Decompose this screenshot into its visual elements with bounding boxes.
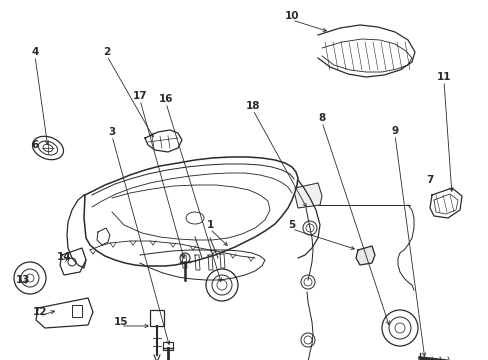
Text: 11: 11	[436, 72, 450, 82]
Text: 6: 6	[31, 140, 39, 150]
Text: 5: 5	[288, 220, 295, 230]
Text: 4: 4	[31, 47, 39, 57]
Text: 15: 15	[114, 317, 128, 327]
Text: 10: 10	[284, 11, 299, 21]
Text: 8: 8	[318, 113, 325, 123]
Text: 13: 13	[16, 275, 30, 285]
Bar	[72, 305, 82, 317]
Text: 2: 2	[103, 47, 110, 57]
Text: 1: 1	[206, 220, 213, 230]
Polygon shape	[294, 183, 321, 208]
Polygon shape	[355, 246, 374, 265]
Text: 16: 16	[159, 94, 173, 104]
Text: 14: 14	[57, 252, 71, 262]
Text: 17: 17	[132, 91, 147, 101]
Text: 9: 9	[390, 126, 398, 136]
Text: 3: 3	[108, 127, 115, 137]
Text: 18: 18	[245, 101, 260, 111]
Text: 7: 7	[426, 175, 433, 185]
Text: 12: 12	[33, 307, 47, 317]
